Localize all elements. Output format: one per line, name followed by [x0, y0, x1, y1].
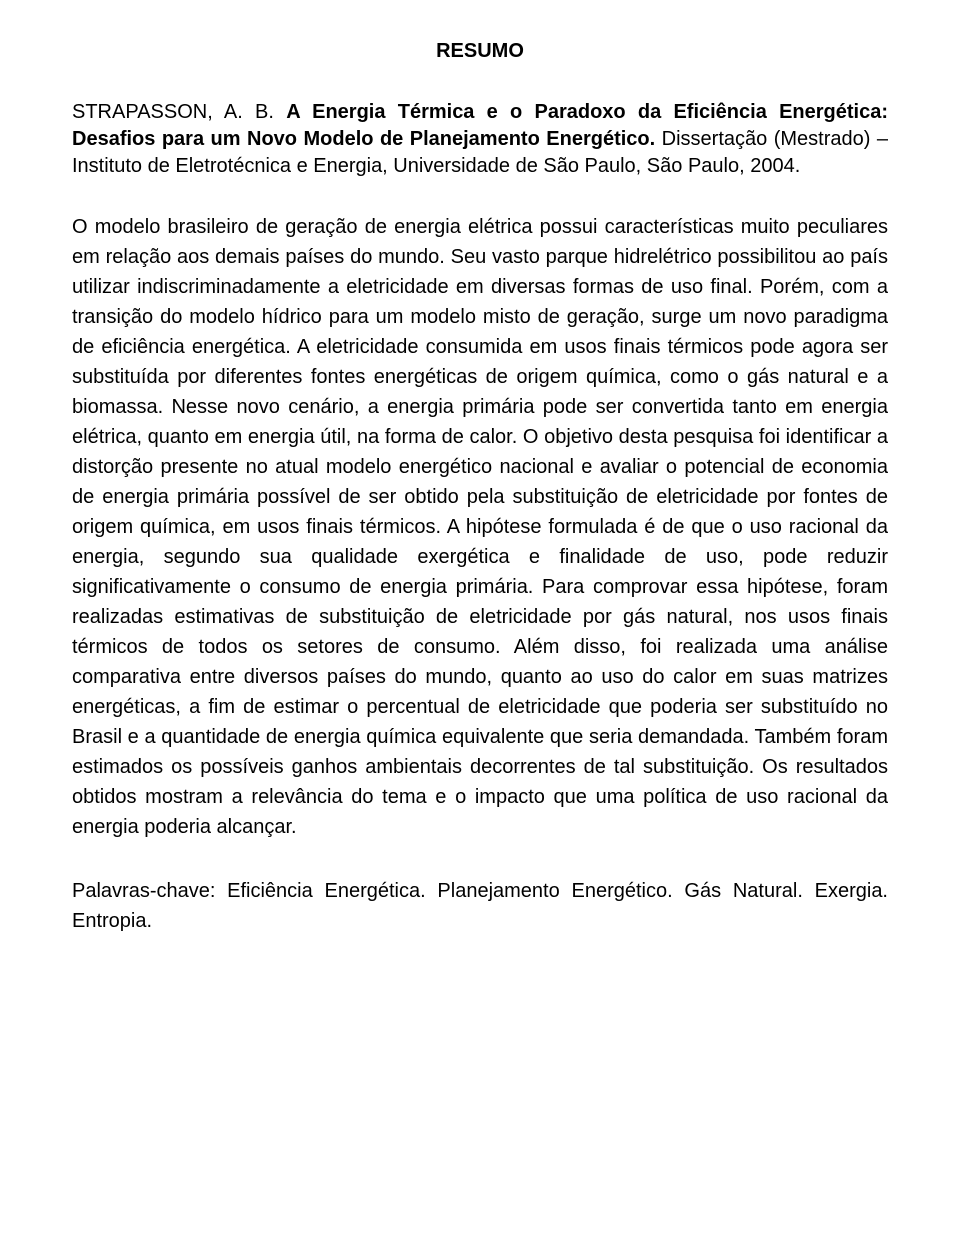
- keywords-line: Palavras-chave: Eficiência Energética. P…: [72, 876, 888, 936]
- abstract-title: RESUMO: [72, 40, 888, 63]
- abstract-body: O modelo brasileiro de geração de energi…: [72, 212, 888, 842]
- citation-author: STRAPASSON, A. B.: [72, 101, 286, 123]
- citation-block: STRAPASSON, A. B. A Energia Térmica e o …: [72, 99, 888, 180]
